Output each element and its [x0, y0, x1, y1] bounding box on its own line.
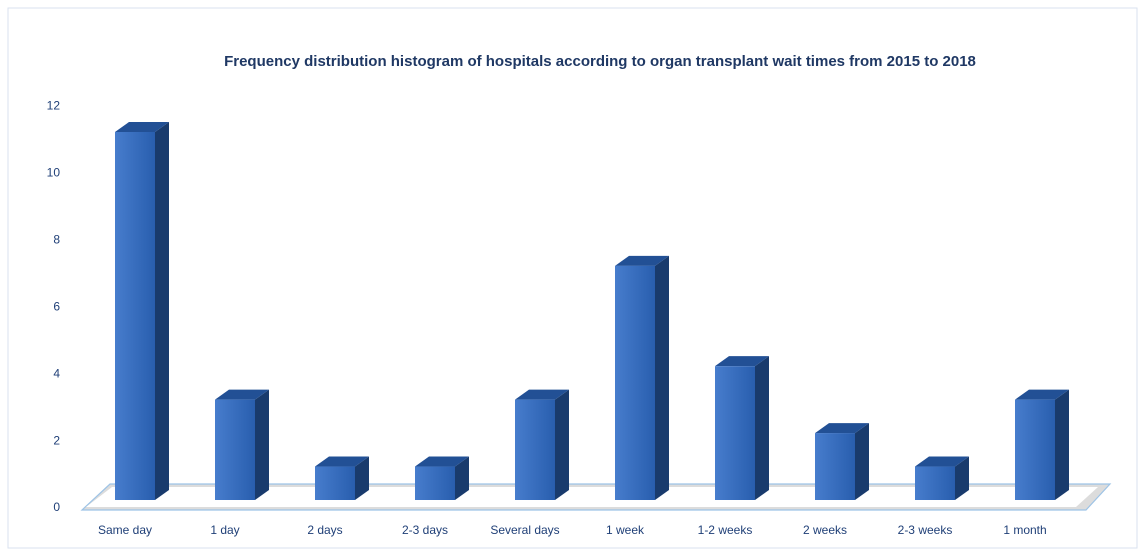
bar-side [1055, 389, 1069, 500]
bar-top [115, 122, 169, 132]
x-tick-label: Several days [490, 523, 559, 537]
x-tick-label: 1 week [606, 523, 645, 537]
bar-shade [115, 132, 155, 500]
bar-shade [215, 399, 255, 500]
bar-top [815, 423, 869, 434]
y-tick-label: 12 [47, 99, 61, 113]
y-tick-label: 0 [53, 500, 60, 514]
bar-side [255, 389, 269, 500]
bar-shade [815, 433, 855, 500]
bar-shade [615, 265, 655, 500]
bar-side [955, 456, 969, 500]
bar-shade [715, 366, 755, 500]
x-tick-label: 2 weeks [803, 523, 847, 537]
bar-side [455, 456, 469, 500]
bar-shade [315, 466, 355, 500]
x-tick-label: 1 day [210, 523, 239, 537]
x-tick-label: 1 month [1003, 523, 1046, 537]
bar-side [155, 122, 169, 500]
y-tick-label: 6 [53, 299, 60, 313]
bar-top [415, 456, 469, 467]
x-tick-label: 2-3 days [402, 523, 448, 537]
y-tick-label: 4 [53, 366, 60, 380]
bar-top [1015, 389, 1069, 400]
bar-side [755, 356, 769, 500]
bar-top [715, 356, 769, 367]
bar-top [615, 255, 669, 266]
y-tick-label: 8 [53, 233, 60, 247]
x-tick-label: Same day [98, 523, 152, 537]
bar-side [855, 423, 869, 500]
bar-top [215, 389, 269, 400]
bar-top [315, 456, 369, 467]
bar-top [915, 456, 969, 467]
x-tick-label: 2-3 weeks [898, 523, 953, 537]
bar-top [515, 389, 569, 400]
x-tick-label: 1-2 weeks [698, 523, 753, 537]
chart-title: Frequency distribution histogram of hosp… [224, 53, 976, 70]
bar-side [355, 456, 369, 500]
bar-shade [515, 399, 555, 500]
bar-shade [415, 466, 455, 500]
bar-side [655, 255, 669, 500]
y-tick-label: 10 [47, 166, 61, 180]
bar-shade [915, 466, 955, 500]
x-tick-label: 2 days [307, 523, 342, 537]
bar-shade [1015, 399, 1055, 500]
y-tick-label: 2 [53, 433, 60, 447]
bar-side [555, 389, 569, 500]
